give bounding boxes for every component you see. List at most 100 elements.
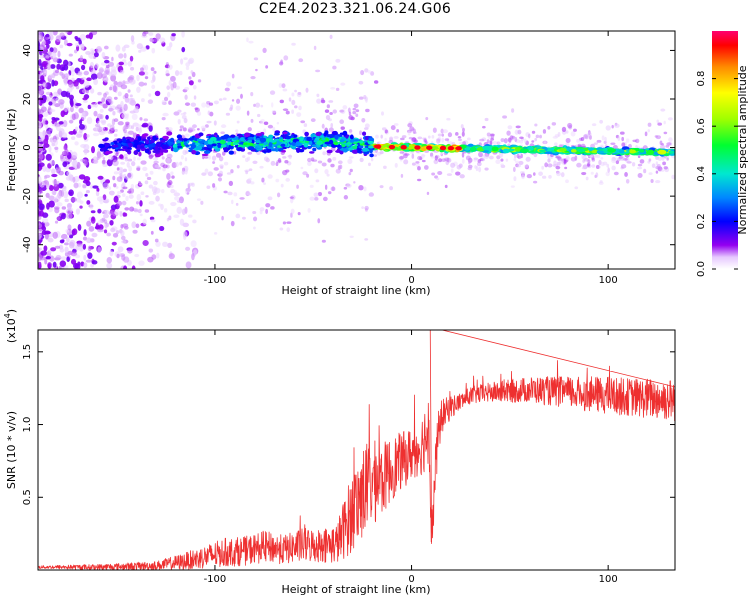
heatmap-cell (148, 200, 155, 205)
heatmap-cell (109, 219, 114, 226)
heatmap-cell (52, 231, 58, 239)
heatmap-cell (220, 144, 227, 148)
heatmap-cell (663, 131, 668, 135)
heatmap-cell (250, 181, 255, 185)
heatmap-cell (639, 159, 645, 164)
heatmap-cell (261, 177, 265, 183)
heatmap-cell (78, 107, 84, 114)
heatmap-cell (246, 110, 250, 116)
heatmap-cell (125, 195, 129, 202)
heatmap-cell (119, 210, 123, 217)
heatmap-cell (63, 78, 68, 86)
heatmap-cell (142, 166, 148, 172)
heatmap-cell (86, 77, 92, 82)
heatmap-cell (294, 89, 298, 93)
heatmap-cell (321, 123, 325, 129)
heatmap-cell (97, 175, 104, 180)
heatmap-cell (65, 229, 70, 233)
heatmap-cell (276, 192, 281, 198)
heatmap-cell (145, 139, 149, 144)
heatmap-cell (200, 125, 207, 130)
heatmap-cell (244, 133, 249, 138)
heatmap-cell (99, 102, 103, 107)
heatmap-cell (231, 73, 235, 79)
heatmap-cell (45, 153, 52, 161)
heatmap-cell (51, 79, 55, 87)
heatmap-cell (122, 80, 126, 86)
heatmap-cell (166, 131, 173, 136)
heatmap-cell (197, 79, 202, 83)
heatmap-cell (90, 210, 96, 214)
heatmap-cell (370, 157, 374, 162)
heatmap-cell (601, 135, 605, 141)
heatmap-cell (446, 173, 453, 176)
heatmap-cell (191, 150, 197, 155)
heatmap-cell (38, 158, 43, 163)
heatmap-cell (138, 183, 143, 186)
heatmap-cell (83, 148, 88, 156)
heatmap-cell (76, 133, 83, 138)
heatmap-cell (309, 196, 315, 201)
heatmap-cell (56, 202, 63, 207)
heatmap-cell (362, 147, 369, 152)
heatmap-cell (49, 109, 56, 113)
heatmap-cell (168, 253, 175, 260)
heatmap-cell (296, 91, 302, 98)
heatmap-cell (85, 259, 92, 263)
heatmap-cell (53, 196, 58, 204)
heatmap-cell (188, 126, 194, 130)
heatmap-cell (82, 99, 88, 103)
heatmap-cell (591, 123, 597, 127)
heatmap-cell (203, 156, 209, 159)
heatmap-cell (64, 73, 70, 77)
heatmap-cell (198, 132, 204, 137)
heatmap-cell (286, 221, 292, 224)
heatmap-cell (444, 138, 450, 141)
heatmap-cell (47, 263, 51, 269)
heatmap-cell (103, 70, 110, 74)
heatmap-cell (285, 110, 290, 115)
heatmap-cell (142, 31, 147, 37)
heatmap-cell (325, 134, 333, 138)
heatmap-cell (192, 219, 197, 224)
heatmap-cell (125, 121, 130, 125)
heatmap-cell (583, 134, 588, 139)
heatmap-cell (42, 40, 47, 45)
heatmap-cell (83, 70, 89, 76)
heatmap-cell (136, 157, 141, 161)
heatmap-cell (108, 61, 115, 67)
heatmap-cell (122, 186, 128, 190)
heatmap-cell (55, 254, 62, 261)
snr-panel: -100 0 100 0.5 1.0 1.5 Height of straight lin… (3, 309, 676, 596)
heatmap-cell (132, 139, 140, 144)
heatmap-cell (271, 110, 277, 114)
heatmap-cell (207, 139, 213, 145)
heatmap-cell (506, 130, 511, 136)
heatmap-cell (257, 113, 261, 118)
heatmap-cell (203, 150, 211, 155)
heatmap-cell (38, 228, 44, 234)
heatmap-cell (64, 106, 68, 113)
heatmap-cell (388, 144, 396, 150)
heatmap-cell (296, 148, 301, 153)
heatmap-cell (489, 140, 493, 146)
heatmap-cell (138, 151, 142, 157)
heatmap-cell (313, 45, 317, 51)
heatmap-cell (508, 148, 515, 152)
heatmap-cell (663, 120, 666, 125)
heatmap-cell (559, 148, 567, 152)
heatmap-cell (278, 83, 283, 89)
heatmap-cell (176, 206, 183, 214)
heatmap-cell (636, 166, 643, 170)
heatmap-cell (588, 147, 595, 152)
heatmap-cell (342, 105, 348, 110)
heatmap-cell (79, 54, 83, 62)
heatmap-cell (513, 154, 517, 159)
heatmap-cell (220, 131, 225, 134)
heatmap-cell (38, 166, 43, 170)
heatmap-cell (235, 213, 241, 219)
heatmap-cell (343, 195, 349, 200)
spectrogram-x-axis-label: Height of straight line (km) (281, 284, 430, 297)
heatmap-cell (62, 161, 68, 168)
heatmap-cell (176, 200, 183, 203)
